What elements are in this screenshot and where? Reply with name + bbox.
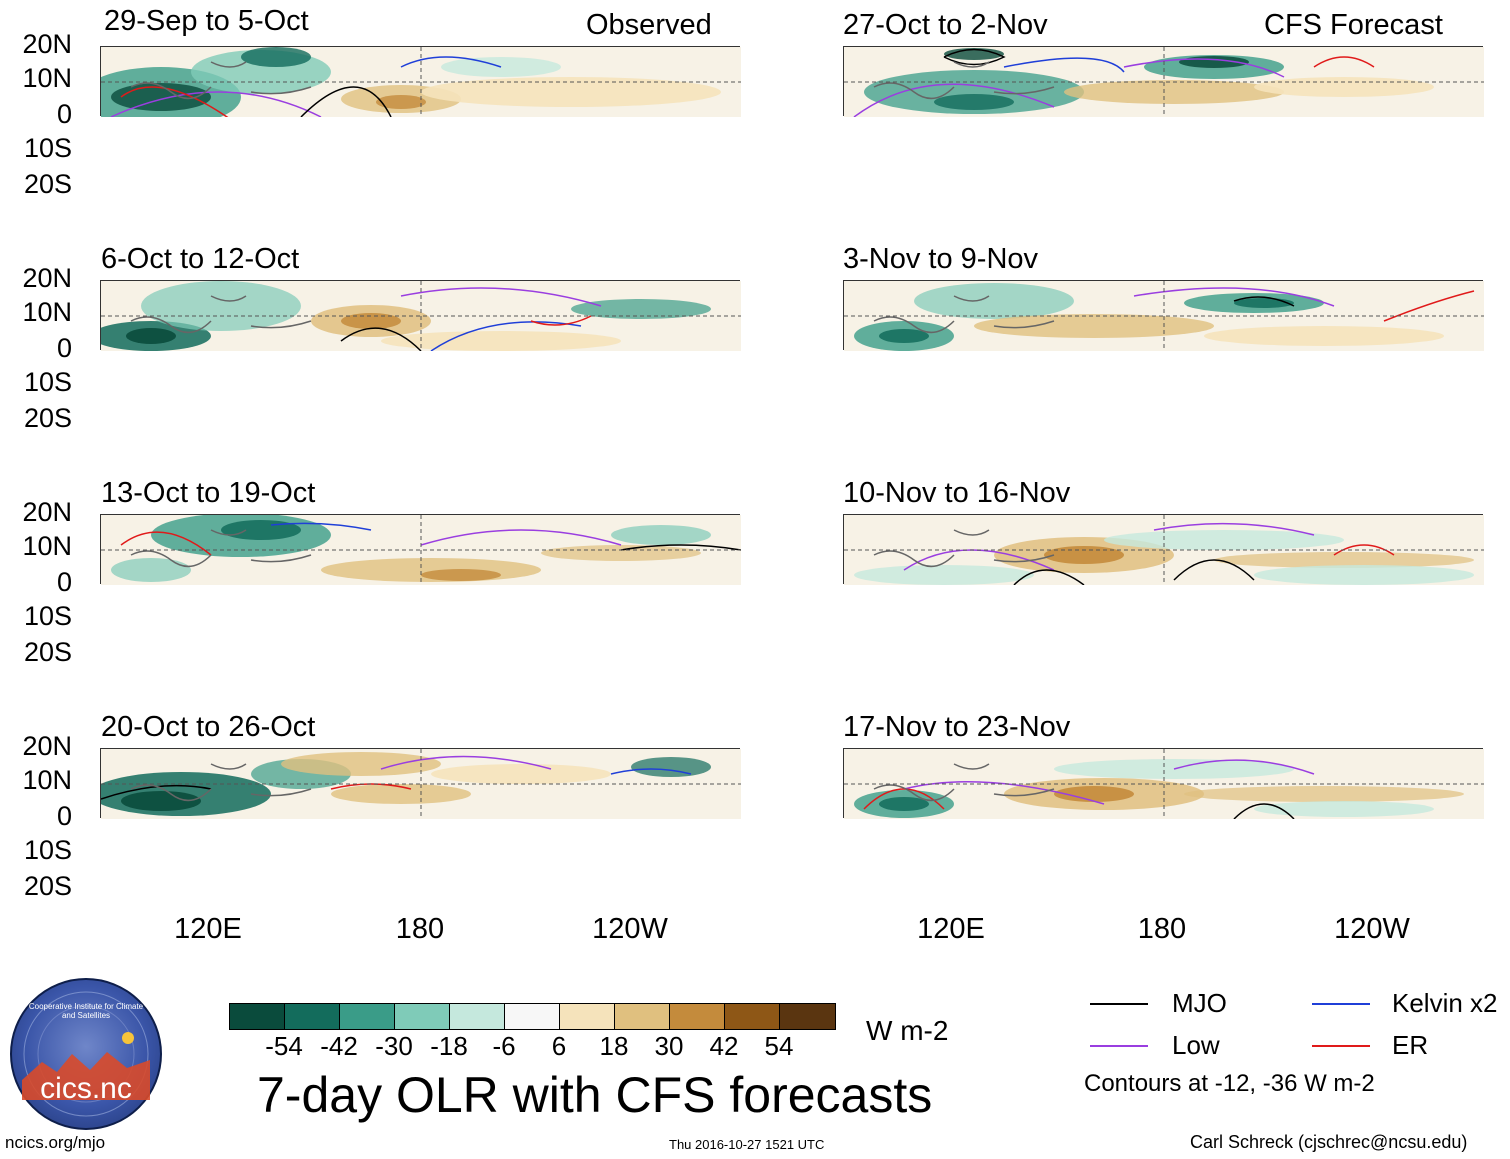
lat-label: 20N: [22, 29, 72, 59]
colorbar-swatch: [505, 1004, 560, 1029]
colorbar-units: W m-2: [866, 1015, 949, 1046]
footer-author: Carl Schreck (cjschrec@ncsu.edu): [1190, 1132, 1468, 1152]
logo-ring-text: Cooperative Institute for Climate and Sa…: [28, 1002, 144, 1020]
lat-label: 10S: [23, 133, 72, 163]
olr-anomaly-map: [101, 515, 741, 585]
colorbar-swatch: [340, 1004, 395, 1029]
panel-title-fc-2: 3-Nov to 9-Nov: [843, 243, 1039, 275]
olr-anomaly-map: [844, 515, 1484, 585]
legend-line-mjo: [1090, 1003, 1148, 1005]
lat-label: 20N: [22, 731, 72, 761]
map-panel-fc-1: [843, 46, 1484, 117]
colorbar-tick: -18: [430, 1031, 468, 1061]
colorbar-swatch: [285, 1004, 340, 1029]
lon-label-right-120e: 120E: [917, 913, 985, 945]
colorbar-swatch: [450, 1004, 505, 1029]
panel-title-fc-1: 27-Oct to 2-Nov: [843, 9, 1048, 41]
panel-title-obs-2: 6-Oct to 12-Oct: [101, 243, 300, 275]
colorbar-swatch: [725, 1004, 780, 1029]
colorbar-swatch: [670, 1004, 725, 1029]
colorbar-tick: 30: [654, 1031, 684, 1061]
lat-label: 0: [56, 801, 72, 831]
olr-anomaly-map: [101, 749, 741, 819]
lat-label: 10S: [23, 835, 72, 865]
colorbar-swatch: [615, 1004, 670, 1029]
legend-label-er: ER: [1392, 1030, 1429, 1060]
colorbar-swatch: [230, 1004, 285, 1029]
lon-label-left-120e: 120E: [174, 913, 242, 945]
colorbar-tick: 42: [709, 1031, 739, 1061]
colorbar-tick: -54: [265, 1031, 303, 1061]
panel-title-fc-4: 17-Nov to 23-Nov: [843, 711, 1071, 743]
lat-label: 10S: [23, 367, 72, 397]
map-panel-obs-2: [100, 280, 741, 351]
panel-title-obs-4: 20-Oct to 26-Oct: [101, 711, 316, 743]
colorbar-swatch: [395, 1004, 450, 1029]
olr-anomaly-map: [101, 281, 741, 351]
lon-label-left-120w: 120W: [592, 913, 668, 945]
map-panel-obs-4: [100, 748, 741, 819]
lat-label: 20S: [23, 637, 72, 667]
colorbar-tick: -30: [375, 1031, 413, 1061]
lat-label: 10N: [22, 765, 72, 795]
colorbar: [229, 1003, 836, 1030]
panel-title-fc-3: 10-Nov to 16-Nov: [843, 477, 1071, 509]
lat-label: 10N: [22, 531, 72, 561]
legend-label-mjo: MJO: [1172, 988, 1227, 1018]
map-panel-fc-2: [843, 280, 1484, 351]
lat-label: 20N: [22, 497, 72, 527]
lat-label: 0: [56, 99, 72, 129]
colorbar-swatch: [780, 1004, 835, 1029]
map-panel-fc-4: [843, 748, 1484, 819]
lat-label: 20S: [23, 403, 72, 433]
legend-line-low: [1090, 1045, 1148, 1047]
lon-label-left-180: 180: [395, 913, 445, 945]
map-panel-fc-3: [843, 514, 1484, 585]
lat-label: 0: [56, 333, 72, 363]
lat-label: 0: [56, 567, 72, 597]
colorbar-tick: 6: [551, 1031, 567, 1061]
lat-label: 20S: [23, 169, 72, 199]
colorbar-tick: -6: [492, 1031, 516, 1061]
olr-anomaly-map: [844, 47, 1484, 117]
legend-line-er: [1312, 1045, 1370, 1047]
lon-label-right-120w: 120W: [1334, 913, 1410, 945]
panel-title-obs-3: 13-Oct to 19-Oct: [101, 477, 316, 509]
olr-anomaly-map: [844, 281, 1484, 351]
lon-label-right-180: 180: [1137, 913, 1187, 945]
cics-logo: Cooperative Institute for Climate and Sa…: [10, 978, 162, 1130]
lat-label: 20N: [22, 263, 72, 293]
colorbar-tick: 18: [599, 1031, 629, 1061]
colorbar-tick: 54: [764, 1031, 794, 1061]
observed-label: Observed: [586, 9, 712, 41]
forecast-label: CFS Forecast: [1264, 9, 1443, 41]
logo-text: cics.nc: [40, 1072, 132, 1105]
legend-label-low: Low: [1172, 1030, 1220, 1060]
legend-contour-note: Contours at -12, -36 W m-2: [1084, 1070, 1375, 1097]
legend-line-kelvin: [1312, 1003, 1370, 1005]
panel-title-obs-1: 29-Sep to 5-Oct: [104, 5, 309, 37]
footer-timestamp: Thu 2016-10-27 1521 UTC: [669, 1137, 825, 1152]
legend-label-kelvin: Kelvin x2: [1392, 988, 1498, 1018]
map-panel-obs-3: [100, 514, 741, 585]
olr-anomaly-map: [844, 749, 1484, 819]
lat-label: 10N: [22, 63, 72, 93]
map-panel-obs-1: [100, 46, 741, 117]
colorbar-tick: -42: [320, 1031, 358, 1061]
olr-anomaly-map: [101, 47, 741, 117]
lat-label: 10N: [22, 297, 72, 327]
main-title: 7-day OLR with CFS forecasts: [257, 1067, 933, 1123]
lat-label: 20S: [23, 871, 72, 901]
lat-label: 10S: [23, 601, 72, 631]
logo-mountains-icon: [22, 991, 150, 1117]
colorbar-swatch: [560, 1004, 615, 1029]
footer-url[interactable]: ncics.org/mjo: [5, 1133, 106, 1152]
